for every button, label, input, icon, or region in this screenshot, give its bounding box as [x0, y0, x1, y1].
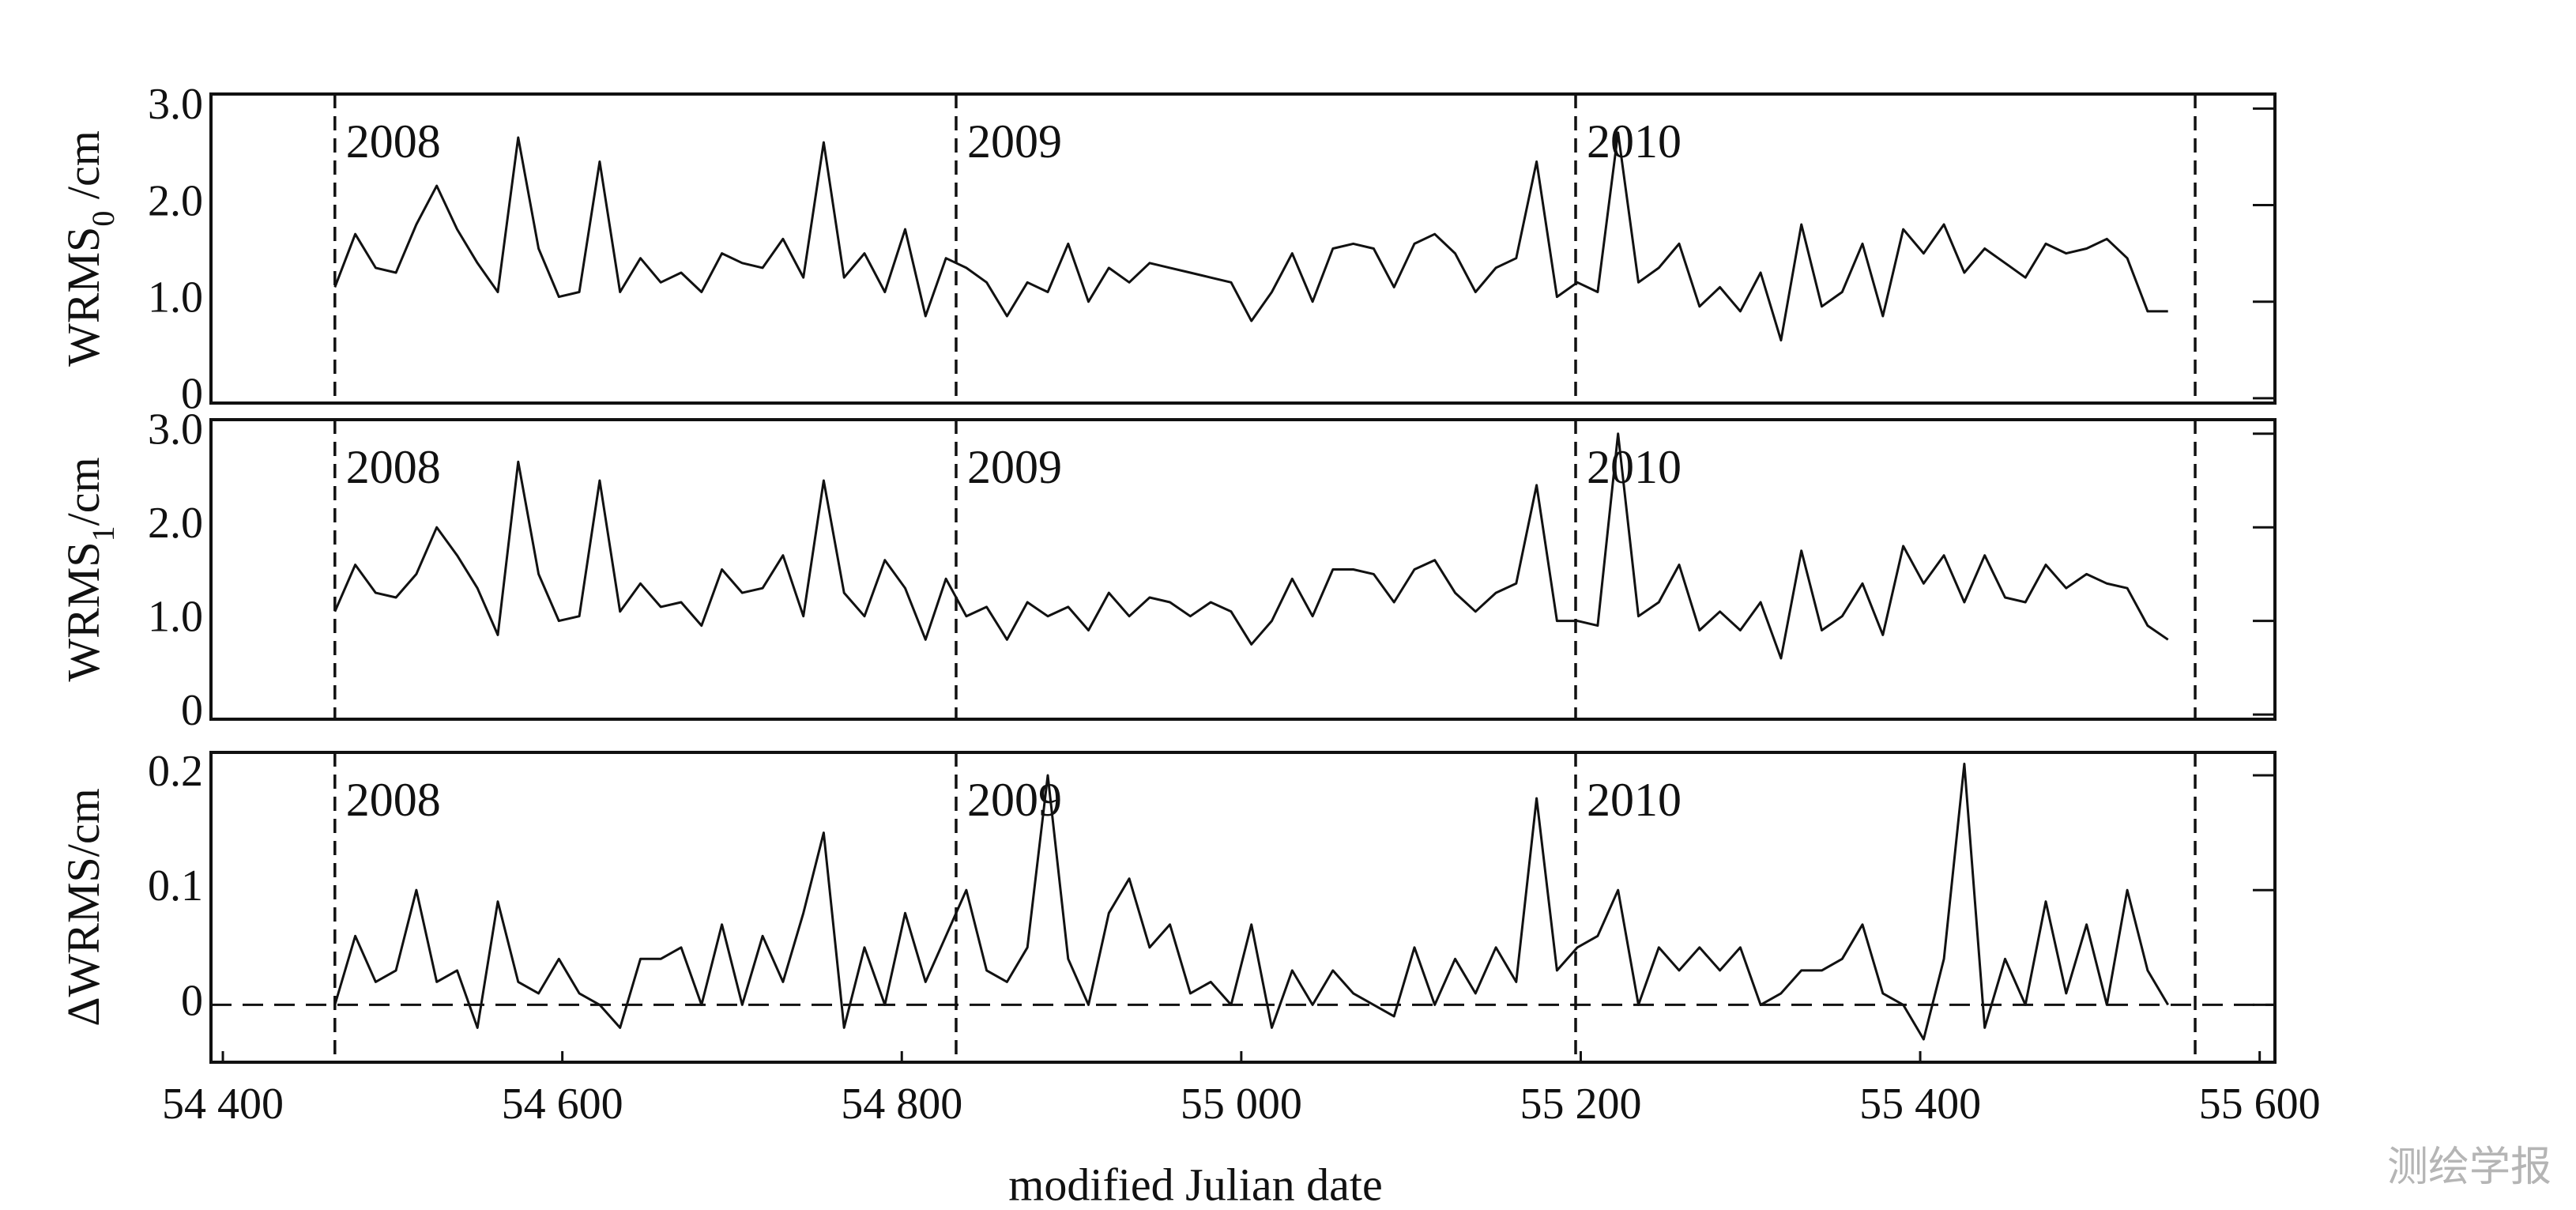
data-line	[333, 432, 2169, 660]
year-label: 2010	[1587, 441, 1682, 493]
y-label-unit: /cm	[58, 130, 109, 210]
y-label-unit: /cm	[58, 457, 109, 526]
year-label: 2009	[967, 441, 1062, 493]
year-label: 2010	[1587, 115, 1682, 168]
y-axis-label: ΔWRMS/cm	[58, 788, 109, 1027]
y-tick-label: 0	[181, 686, 203, 735]
x-tick-label: 54 600	[502, 1080, 623, 1129]
watermark: 测绘学报	[2387, 1144, 2552, 1191]
plot-frame	[209, 418, 2277, 721]
y-tick-label: 3.0	[148, 80, 203, 129]
y-axis-label: WRMS1/cm	[58, 457, 120, 681]
y-axis-label: WRMS0 /cm	[58, 130, 120, 367]
y-label-main: WRMS	[58, 227, 109, 367]
year-label: 2008	[346, 115, 441, 168]
x-axis-label: modified Julian date	[1008, 1159, 1383, 1210]
x-tick-label: 55 200	[1520, 1080, 1641, 1129]
y-tick-label: 0	[181, 976, 203, 1025]
y-tick-label: 0.2	[148, 747, 203, 796]
y-tick-label: 0.1	[148, 861, 203, 910]
y-tick-label: 2.0	[148, 176, 203, 225]
x-tick-label: 55 400	[1859, 1080, 1981, 1129]
plot-frame	[209, 751, 2277, 1064]
y-label-main: ΔWRMS/cm	[58, 788, 109, 1027]
x-tick-label: 54 400	[162, 1080, 284, 1129]
plot-frame	[209, 92, 2277, 405]
y-tick-label: 2.0	[148, 499, 203, 548]
y-label-sub: 1	[85, 526, 121, 541]
year-label: 2008	[346, 441, 441, 493]
y-label-sub: 0	[85, 211, 121, 227]
year-label: 2009	[967, 115, 1062, 168]
year-label: 2008	[346, 774, 441, 826]
y-tick-label: 1.0	[148, 273, 203, 322]
x-tick-label: 55 000	[1181, 1080, 1302, 1129]
data-line	[333, 763, 2169, 1041]
data-line	[333, 131, 2168, 342]
year-label: 2010	[1587, 774, 1682, 826]
y-label-main: WRMS	[58, 541, 109, 681]
x-tick-label: 55 600	[2199, 1080, 2321, 1129]
y-tick-label: 1.0	[148, 592, 203, 641]
y-tick-label: 0	[181, 370, 203, 419]
x-tick-label: 54 800	[841, 1080, 962, 1129]
y-tick-label: 3.0	[148, 405, 203, 454]
